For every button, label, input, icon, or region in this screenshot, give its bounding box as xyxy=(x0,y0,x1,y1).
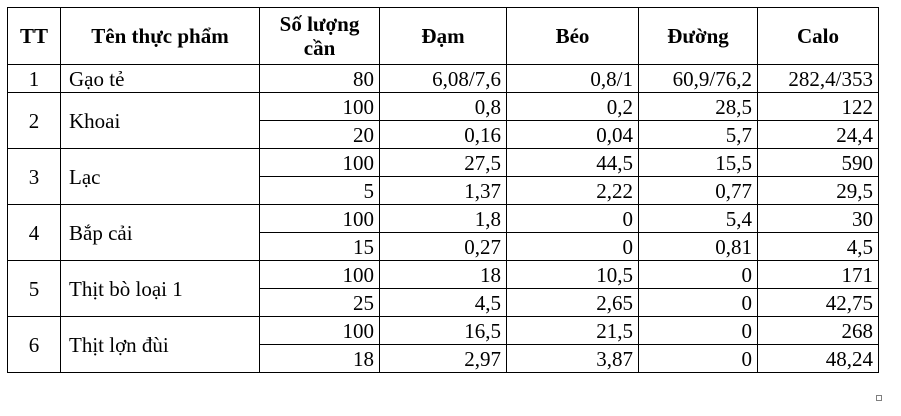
cell-quantity: 100 xyxy=(259,148,380,177)
cell-fat: 10,5 xyxy=(506,260,639,289)
table-row: 4 Bắp cải 100 1,8 0 5,4 30 xyxy=(7,204,879,261)
cell-calories: 48,24 xyxy=(757,344,879,373)
cell-tt: 2 xyxy=(7,92,61,149)
cell-quantity: 18 xyxy=(259,344,380,373)
cell-food-name: Thịt lợn đùi xyxy=(60,316,260,373)
header-calories: Calo xyxy=(757,7,879,65)
cell-protein: 1,8 xyxy=(379,204,507,233)
cell-protein: 0,27 xyxy=(379,232,507,261)
cell-quantity: 100 xyxy=(259,92,380,121)
cell-sugar: 28,5 xyxy=(638,92,758,121)
cell-calories: 282,4/353 xyxy=(757,64,879,93)
table-row: 18 2,97 3,87 0 48,24 xyxy=(8,344,879,373)
cell-tt: 5 xyxy=(7,260,61,317)
table-row: 3 Lạc 100 27,5 44,5 15,5 590 xyxy=(7,148,879,205)
header-tt: TT xyxy=(7,7,61,65)
table-row: 20 0,16 0,04 5,7 24,4 xyxy=(8,120,879,149)
cell-calories: 4,5 xyxy=(757,232,879,261)
table-body: 1 Gạo tẻ 80 6,08/7,6 0,8/1 60,9/76,2 282,4/353… xyxy=(7,64,879,373)
cell-food-name: Khoai xyxy=(60,92,260,149)
cell-quantity: 5 xyxy=(259,176,380,205)
cell-quantity: 100 xyxy=(259,316,380,345)
cell-food-name: Lạc xyxy=(60,148,260,205)
cell-calories: 268 xyxy=(757,316,879,345)
cell-protein: 6,08/7,6 xyxy=(379,64,507,93)
header-fat: Béo xyxy=(506,7,639,65)
cell-calories: 122 xyxy=(757,92,879,121)
cell-tt: 6 xyxy=(7,316,61,373)
cell-quantity: 100 xyxy=(259,260,380,289)
cell-fat: 0,8/1 xyxy=(506,64,639,93)
cell-quantity: 25 xyxy=(259,288,380,317)
cell-protein: 2,97 xyxy=(379,344,507,373)
cell-fat: 21,5 xyxy=(506,316,639,345)
header-food-name: Tên thực phẩm xyxy=(60,7,260,65)
cell-food-name: Thịt bò loại 1 xyxy=(60,260,260,317)
cell-tt: 3 xyxy=(7,148,61,205)
cell-protein: 18 xyxy=(379,260,507,289)
cell-protein: 0,16 xyxy=(379,120,507,149)
cell-protein: 16,5 xyxy=(379,316,507,345)
cell-calories: 171 xyxy=(757,260,879,289)
cell-tt: 4 xyxy=(7,204,61,261)
cell-sugar: 0,81 xyxy=(638,232,758,261)
cell-fat: 2,65 xyxy=(506,288,639,317)
cell-sugar: 0 xyxy=(638,344,758,373)
cell-fat: 0 xyxy=(506,204,639,233)
cell-fat: 0,04 xyxy=(506,120,639,149)
cell-fat: 2,22 xyxy=(506,176,639,205)
cell-calories: 29,5 xyxy=(757,176,879,205)
cell-protein: 1,37 xyxy=(379,176,507,205)
cell-quantity: 100 xyxy=(259,204,380,233)
cell-quantity: 15 xyxy=(259,232,380,261)
table-resize-handle[interactable] xyxy=(876,395,882,401)
table-row: 5 1,37 2,22 0,77 29,5 xyxy=(8,176,879,205)
cell-quantity: 80 xyxy=(259,64,380,93)
table-row: 5 Thịt bò loại 1 100 18 10,5 0 171 xyxy=(7,260,879,317)
table-row: 1 Gạo tẻ 80 6,08/7,6 0,8/1 60,9/76,2 282,4/353 xyxy=(7,64,879,93)
cell-tt: 1 xyxy=(7,64,61,93)
cell-food-name: Bắp cải xyxy=(60,204,260,261)
cell-sugar: 5,4 xyxy=(638,204,758,233)
cell-sugar: 0 xyxy=(638,260,758,289)
cell-sugar: 5,7 xyxy=(638,120,758,149)
header-row: TT Tên thực phẩm Số lượng cần Đạm Béo Đư… xyxy=(7,7,879,65)
table-row: 6 Thịt lợn đùi 100 16,5 21,5 0 268 xyxy=(7,316,879,373)
cell-sugar: 0,77 xyxy=(638,176,758,205)
cell-fat: 0 xyxy=(506,232,639,261)
header-quantity: Số lượng cần xyxy=(259,7,380,65)
cell-protein: 4,5 xyxy=(379,288,507,317)
table-row: 2 Khoai 100 0,8 0,2 28,5 122 xyxy=(7,92,879,149)
cell-food-name: Gạo tẻ xyxy=(60,64,260,93)
header-protein: Đạm xyxy=(379,7,507,65)
cell-fat: 44,5 xyxy=(506,148,639,177)
cell-calories: 24,4 xyxy=(757,120,879,149)
cell-fat: 3,87 xyxy=(506,344,639,373)
cell-sugar: 60,9/76,2 xyxy=(638,64,758,93)
cell-quantity: 20 xyxy=(259,120,380,149)
cell-sugar: 0 xyxy=(638,288,758,317)
cell-calories: 590 xyxy=(757,148,879,177)
cell-sugar: 0 xyxy=(638,316,758,345)
cell-calories: 42,75 xyxy=(757,288,879,317)
nutrition-table-wrapper: TT Tên thực phẩm Số lượng cần Đạm Béo Đư… xyxy=(7,7,879,373)
cell-protein: 0,8 xyxy=(379,92,507,121)
cell-sugar: 15,5 xyxy=(638,148,758,177)
cell-calories: 30 xyxy=(757,204,879,233)
cell-protein: 27,5 xyxy=(379,148,507,177)
nutrition-table: TT Tên thực phẩm Số lượng cần Đạm Béo Đư… xyxy=(7,7,879,373)
header-sugar: Đường xyxy=(638,7,758,65)
cell-fat: 0,2 xyxy=(506,92,639,121)
